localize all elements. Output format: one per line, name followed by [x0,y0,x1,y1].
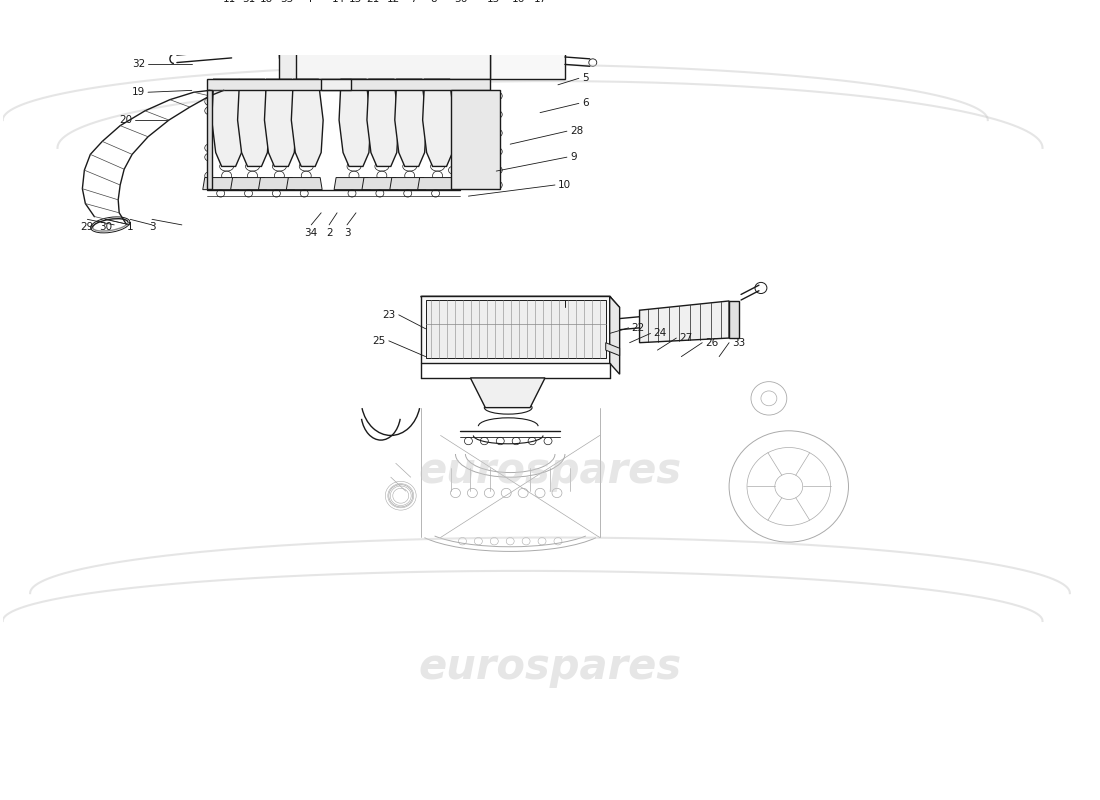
Text: 21: 21 [366,0,379,4]
Polygon shape [238,79,270,166]
Text: 12: 12 [387,0,400,4]
Text: 8: 8 [430,0,437,4]
Polygon shape [339,79,371,166]
Text: 24: 24 [653,329,667,338]
Polygon shape [606,342,619,356]
Polygon shape [295,18,307,27]
Text: 22: 22 [631,323,645,333]
Polygon shape [399,18,411,27]
Text: 4: 4 [306,0,312,4]
Polygon shape [418,178,453,190]
Text: 30: 30 [99,222,112,232]
Polygon shape [321,79,351,90]
Polygon shape [211,79,243,166]
Polygon shape [231,178,266,190]
Polygon shape [729,301,739,338]
Polygon shape [639,301,729,342]
Text: 33: 33 [733,338,746,348]
Text: 14: 14 [331,0,344,4]
Text: 5: 5 [582,74,588,83]
Polygon shape [491,18,565,79]
Text: 1: 1 [126,222,133,232]
Polygon shape [207,90,211,189]
Polygon shape [264,79,296,166]
Polygon shape [362,178,398,190]
Text: 10: 10 [558,180,571,190]
Polygon shape [279,14,296,94]
Text: 26: 26 [705,338,718,348]
Text: 20: 20 [119,115,132,125]
Text: 27: 27 [680,333,693,343]
Polygon shape [422,79,454,166]
Polygon shape [379,18,392,27]
Text: 7: 7 [410,0,417,4]
Polygon shape [286,178,322,190]
Polygon shape [426,300,606,358]
Text: eurospares: eurospares [418,646,682,688]
Text: 23: 23 [383,310,396,320]
Text: 28: 28 [570,126,583,136]
Text: 29: 29 [80,222,94,232]
Text: 25: 25 [373,336,386,346]
Polygon shape [420,296,609,363]
Text: 34: 34 [305,228,318,238]
Polygon shape [451,90,501,189]
Polygon shape [440,18,451,27]
Text: 36: 36 [454,0,467,4]
Text: 13: 13 [349,0,362,4]
Text: eurospares: eurospares [418,450,682,492]
Polygon shape [202,178,239,190]
Polygon shape [420,18,431,27]
Polygon shape [340,18,352,27]
Text: 9: 9 [570,152,576,162]
Polygon shape [207,79,491,90]
Polygon shape [420,296,619,307]
Polygon shape [292,18,491,79]
Text: 2: 2 [326,228,332,238]
Text: 11: 11 [223,0,236,4]
Polygon shape [471,378,544,408]
Polygon shape [609,296,619,374]
Text: 32: 32 [132,59,145,70]
Polygon shape [258,178,295,190]
Text: 16: 16 [512,0,525,4]
Polygon shape [395,79,427,166]
Text: 18: 18 [260,0,273,4]
Text: 3: 3 [148,222,155,232]
Text: 15: 15 [486,0,499,4]
Text: 17: 17 [534,0,547,4]
Polygon shape [334,178,370,190]
Text: 6: 6 [582,98,588,108]
Text: 35: 35 [279,0,293,4]
Polygon shape [367,79,399,166]
Polygon shape [360,18,372,27]
Polygon shape [316,18,327,27]
Text: 19: 19 [132,87,145,98]
Text: 3: 3 [343,228,350,238]
Polygon shape [389,178,426,190]
Text: 31: 31 [242,0,255,4]
Polygon shape [292,79,323,166]
Polygon shape [260,29,284,38]
